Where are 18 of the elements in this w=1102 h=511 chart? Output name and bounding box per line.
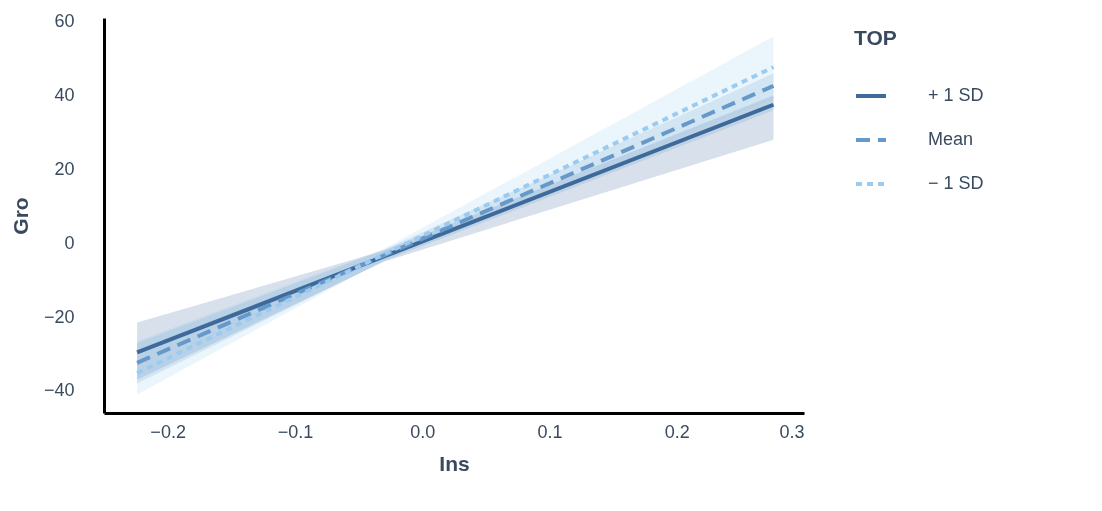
legend-label: − 1 SD — [928, 173, 984, 193]
y-tick-label: 40 — [54, 85, 75, 106]
x-tick-label: −0.1 — [277, 421, 314, 442]
y-tick-label: −20 — [43, 306, 75, 327]
x-tick-label: −0.2 — [150, 421, 186, 442]
x-tick-label: 0.2 — [664, 421, 690, 442]
y-tick-label: 20 — [54, 158, 75, 179]
y-tick-label: −40 — [43, 380, 75, 401]
y-tick-label: 60 — [54, 11, 75, 32]
x-tick-label: 0.3 — [779, 421, 805, 442]
legend-label: Mean — [928, 129, 974, 149]
legend-label: + 1 SD — [928, 85, 984, 105]
x-tick-label: 0.0 — [410, 421, 436, 442]
y-axis-title: Gro — [8, 197, 32, 235]
y-tick-label: 0 — [64, 232, 75, 253]
legend-title: TOP — [854, 26, 897, 49]
x-axis-title: Ins — [439, 451, 470, 475]
x-tick-label: 0.1 — [537, 421, 563, 442]
